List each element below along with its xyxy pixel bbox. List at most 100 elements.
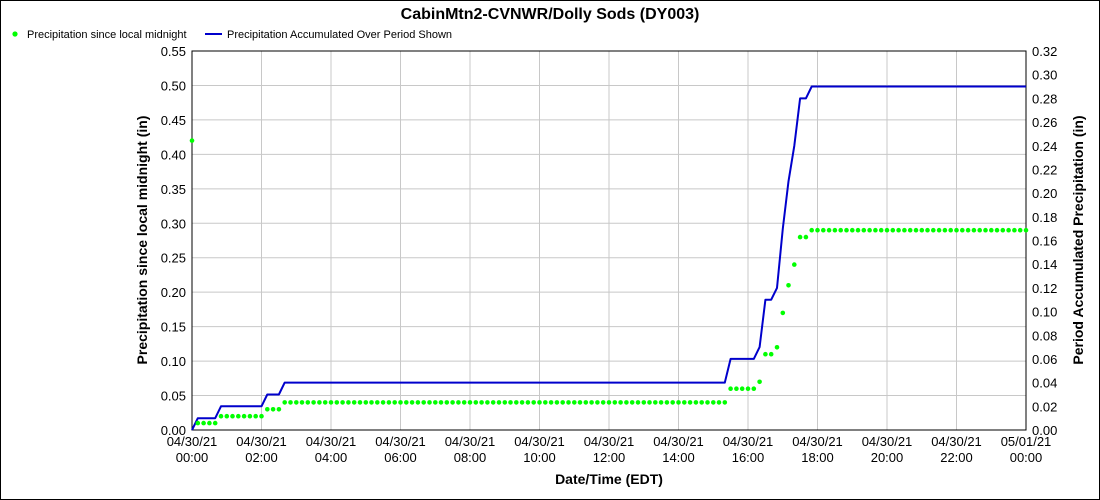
y-tick-label: 0.05 — [161, 389, 186, 404]
x-tick-date: 04/30/21 — [306, 434, 357, 449]
data-point — [548, 400, 554, 405]
data-point — [757, 379, 762, 385]
data-point — [392, 400, 398, 405]
y2-tick-label: 0.02 — [1032, 399, 1057, 414]
y2-tick-label: 0.08 — [1032, 328, 1057, 343]
data-point — [473, 400, 479, 405]
x-tick-date: 05/01/21 — [1001, 434, 1052, 449]
data-point — [983, 227, 988, 233]
x-tick-date: 04/30/21 — [236, 434, 287, 449]
data-point — [236, 413, 241, 419]
data-point — [867, 227, 872, 233]
data-point — [247, 413, 253, 419]
x-tick-time: 12:00 — [593, 450, 626, 465]
data-point — [664, 400, 670, 405]
data-point — [850, 227, 855, 233]
x-tick-time: 10:00 — [523, 450, 556, 465]
data-point — [687, 400, 693, 405]
since-midnight-point-series — [189, 138, 1029, 426]
data-point — [334, 400, 340, 405]
data-point — [1000, 227, 1006, 233]
data-point — [711, 400, 716, 405]
data-point — [369, 400, 374, 405]
legend-label-line: Precipitation Accumulated Over Period Sh… — [227, 29, 452, 41]
x-axis-ticks: 04/30/2100:0004/30/2102:0004/30/2104:000… — [167, 434, 1052, 465]
data-point — [502, 400, 508, 405]
right-axis-ticks: 0.00 0.02 0.04 0.06 0.08 0.10 0.12 0.14 0.16 0.18… — [1032, 44, 1057, 438]
accumulated-line — [191, 85, 1026, 431]
accumulated-line-series — [191, 85, 1026, 431]
data-point — [583, 400, 589, 405]
data-point — [786, 283, 791, 288]
data-point — [931, 227, 936, 233]
y2-tick-label: 0.00 — [1032, 423, 1057, 438]
x-tick-date: 04/30/21 — [514, 434, 565, 449]
data-point — [821, 227, 826, 233]
y-tick-label: 0.45 — [161, 113, 186, 128]
data-point — [543, 400, 548, 405]
data-point — [965, 227, 971, 233]
y2-tick-label: 0.24 — [1032, 139, 1057, 154]
y2-tick-label: 0.26 — [1032, 115, 1057, 130]
y2-axis-title: Period Accumulated Precipitation (in) — [1070, 115, 1086, 364]
x-tick-time: 08:00 — [454, 450, 487, 465]
data-point — [606, 400, 612, 405]
data-point — [461, 400, 467, 405]
data-point — [676, 400, 681, 405]
data-point — [404, 400, 409, 405]
y2-tick-label: 0.28 — [1032, 91, 1057, 106]
x-axis-title: Date/Time (EDT) — [555, 471, 663, 487]
data-point — [282, 400, 288, 405]
data-point — [960, 227, 965, 233]
data-point — [560, 400, 565, 405]
data-point — [1006, 227, 1011, 233]
data-point — [653, 400, 658, 405]
data-point — [409, 400, 415, 405]
data-point — [479, 400, 484, 405]
x-tick-time: 22:00 — [940, 450, 973, 465]
data-point — [201, 420, 206, 426]
data-point — [682, 400, 687, 405]
data-point — [363, 400, 369, 405]
x-tick-time: 02:00 — [245, 450, 278, 465]
data-point — [398, 400, 403, 405]
data-point — [774, 345, 780, 350]
data-point — [878, 227, 884, 233]
data-point — [566, 400, 571, 405]
data-point — [629, 400, 635, 405]
y2-tick-label: 0.20 — [1032, 186, 1057, 201]
x-tick-time: 14:00 — [662, 450, 695, 465]
x-tick-time: 00:00 — [1010, 450, 1043, 465]
x-tick-time: 04:00 — [315, 450, 348, 465]
data-point — [745, 386, 751, 392]
data-point — [792, 262, 797, 267]
data-point — [919, 227, 925, 233]
data-point — [224, 413, 230, 419]
data-point — [386, 400, 392, 405]
y2-tick-label: 0.04 — [1032, 376, 1057, 391]
data-point — [884, 227, 890, 233]
y-tick-label: 0.35 — [161, 182, 186, 197]
data-point — [322, 400, 328, 405]
y-tick-label: 0.15 — [161, 320, 186, 335]
data-point — [589, 400, 594, 405]
data-point — [270, 407, 276, 412]
data-point — [844, 227, 849, 233]
x-tick-date: 04/30/21 — [584, 434, 635, 449]
data-point — [531, 400, 536, 405]
data-point — [890, 227, 896, 233]
legend: Precipitation since local midnight Preci… — [12, 29, 452, 41]
data-point — [508, 400, 513, 405]
data-point — [925, 227, 930, 233]
data-point — [444, 400, 450, 405]
data-point — [954, 227, 959, 233]
data-point — [577, 400, 583, 405]
x-tick-date: 04/30/21 — [862, 434, 913, 449]
data-point — [496, 400, 502, 405]
data-point — [311, 400, 316, 405]
data-point — [815, 227, 820, 233]
y2-tick-label: 0.22 — [1032, 162, 1057, 177]
data-point — [768, 351, 774, 357]
data-point — [948, 227, 953, 233]
data-point — [421, 400, 427, 405]
